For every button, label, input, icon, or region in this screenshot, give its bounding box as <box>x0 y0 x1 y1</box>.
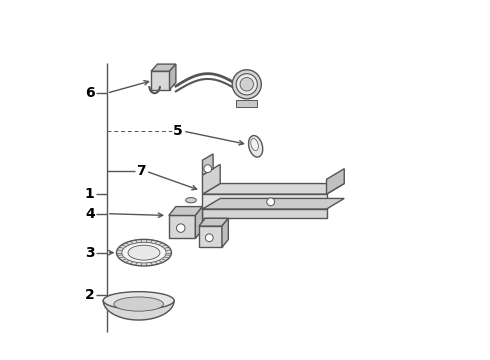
Polygon shape <box>202 184 344 194</box>
Polygon shape <box>196 207 202 238</box>
Ellipse shape <box>267 198 274 206</box>
Text: 1: 1 <box>85 187 95 201</box>
Polygon shape <box>202 209 326 218</box>
Polygon shape <box>196 217 199 221</box>
Ellipse shape <box>205 234 213 242</box>
Text: 3: 3 <box>85 246 95 260</box>
Ellipse shape <box>114 297 164 311</box>
Ellipse shape <box>232 70 261 99</box>
Ellipse shape <box>204 165 212 172</box>
Polygon shape <box>202 198 344 209</box>
Ellipse shape <box>117 239 172 266</box>
Text: 6: 6 <box>85 86 95 100</box>
FancyBboxPatch shape <box>199 226 222 247</box>
Polygon shape <box>199 218 228 226</box>
Polygon shape <box>202 154 213 175</box>
Text: 5: 5 <box>173 124 183 138</box>
Polygon shape <box>151 64 176 71</box>
FancyBboxPatch shape <box>236 100 257 107</box>
Ellipse shape <box>103 292 174 309</box>
FancyBboxPatch shape <box>151 71 170 90</box>
Polygon shape <box>202 194 326 209</box>
Polygon shape <box>326 168 344 194</box>
Text: 2: 2 <box>85 288 95 302</box>
Polygon shape <box>103 301 174 320</box>
Ellipse shape <box>186 198 196 203</box>
Ellipse shape <box>128 245 160 260</box>
Polygon shape <box>170 64 176 90</box>
Ellipse shape <box>122 242 166 263</box>
Text: 7: 7 <box>136 164 145 178</box>
Ellipse shape <box>236 74 257 95</box>
FancyBboxPatch shape <box>169 215 196 238</box>
Polygon shape <box>202 165 220 194</box>
Polygon shape <box>169 207 202 215</box>
Text: 4: 4 <box>85 207 95 221</box>
Ellipse shape <box>240 77 253 91</box>
Ellipse shape <box>176 224 185 232</box>
Ellipse shape <box>251 139 258 150</box>
Polygon shape <box>222 218 228 247</box>
Ellipse shape <box>248 136 263 157</box>
